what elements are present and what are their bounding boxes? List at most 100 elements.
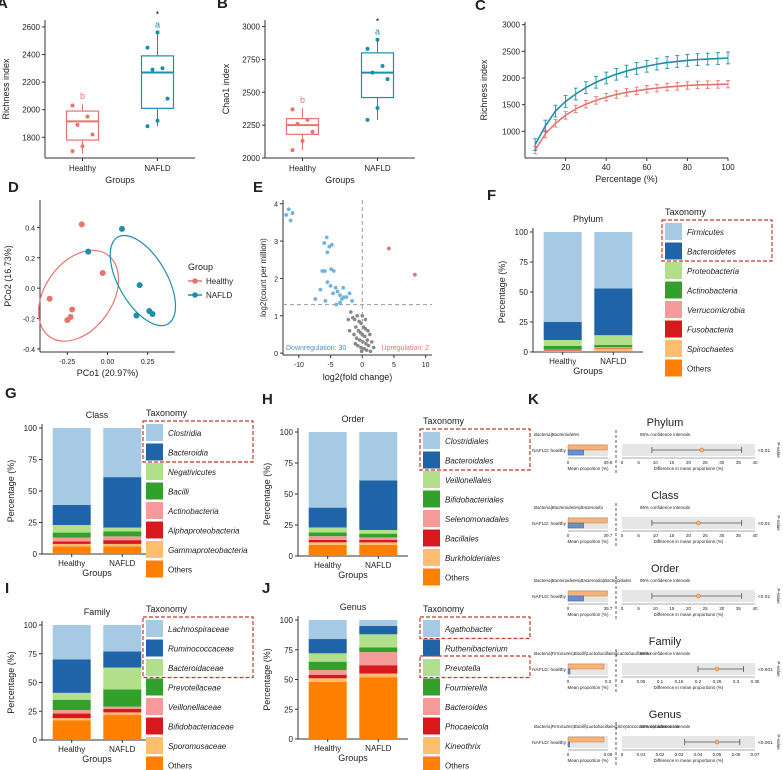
panel-i-legend-label: Ruminococcaceae	[168, 645, 234, 654]
panel-j-ytick-label: 100	[280, 616, 294, 625]
panel-k-class-right-tick: 35	[736, 533, 742, 538]
panel-f-bar-segment	[543, 232, 582, 322]
panel-f-bar-segment	[594, 350, 633, 352]
panel-j-bar-segment	[308, 639, 347, 654]
panel-e-xlabel: log2(fold change)	[323, 372, 393, 382]
panel-j-bar-segment	[359, 677, 398, 739]
panel-d-ytick-label: 0.2	[25, 256, 35, 263]
panel-k-genus-right-tick: 0.03	[675, 752, 684, 757]
panel-g-legend-label: Clostridia	[168, 429, 202, 438]
panel-g-bar-segment	[52, 532, 91, 538]
panel-e-point-ns	[352, 332, 356, 337]
panel-k-genus-left-tick-0: 0	[567, 752, 570, 757]
panel-h-legend-highlight-box	[419, 428, 531, 471]
panel-g-legend-swatch	[146, 443, 163, 461]
panel-g-bar-segment	[103, 531, 142, 537]
panel-h-bar-segment	[308, 527, 347, 533]
panel-a-point	[150, 67, 155, 72]
panel-h-xtick-label: Healthy	[314, 561, 341, 570]
panel-k-genus-right-tick: 0.06	[732, 752, 741, 757]
panel-f-legend-title: Taxonomy	[665, 207, 707, 217]
panel-h-bar-segment	[359, 539, 398, 543]
panel-k-phylum-right-tick: 40	[752, 460, 758, 465]
panel-e-point-down	[324, 235, 329, 240]
panel-f-title: Phylum	[573, 214, 603, 224]
panel-g-bar-segment	[103, 428, 142, 478]
panel-k-family-pvalue: <0.001	[758, 667, 773, 673]
panel-g-bar-segment	[103, 527, 142, 532]
panel-j-bar-segment	[308, 674, 347, 679]
panel-i-legend-highlight-box	[142, 616, 254, 679]
panel-k-family-left-xlabel: Mean proportion (%)	[567, 685, 609, 690]
panel-j-legend-highlight-box	[419, 616, 531, 640]
panel-k-phylum-right-tick: 10	[653, 460, 659, 465]
panel-i-bar-segment	[52, 710, 91, 714]
panel-e-point-down	[286, 207, 291, 212]
panel-c-xtick-label: 40	[602, 163, 611, 172]
panel-k-order-right-tick: 5	[637, 606, 640, 611]
panel-f-bar-segment	[543, 351, 582, 352]
panel-c-ytick-label: 3000	[502, 21, 520, 30]
panel-c-letter: C	[475, 0, 486, 14]
panel-f-xtick-label: Healthy	[549, 357, 576, 366]
panel-d-letter: D	[8, 179, 19, 196]
panel-d-point	[133, 312, 140, 319]
panel-h-ytick-label: 0	[289, 552, 294, 561]
panel-k-family-right-tick: 0.15	[675, 679, 684, 684]
panel-e-point-ns	[366, 343, 371, 348]
panel-k-family-left-tick-max: 0.3	[605, 679, 612, 684]
panel-a-ytick-label: 2600	[22, 23, 40, 32]
panel-k-genus-title: Genus	[649, 709, 682, 721]
panel-f-ytick-label: 0	[524, 348, 529, 357]
panel-b-ytick-label: 2500	[242, 88, 260, 97]
panel-k-class-ci-label: 95% confidence intervals	[640, 505, 691, 510]
panel-k-phylum-right-tick: 25	[703, 460, 709, 465]
panel-e-ytick-label: 4	[274, 202, 278, 209]
panel-e-point-down	[322, 241, 327, 245]
panel-f-legend-label: Bacteroidetes	[687, 248, 736, 257]
panel-i-ylabel: Percentage (%)	[6, 651, 16, 714]
panel-j-ylabel: Percentage (%)	[262, 648, 272, 711]
panel-h-legend-label: Bacteroidales	[445, 457, 493, 466]
panel-i-bar-segment	[52, 625, 91, 660]
panel-g-bar-segment	[52, 541, 91, 544]
panel-h-legend-swatch	[423, 451, 440, 469]
panel-i-legend-title: Taxonomy	[146, 604, 188, 614]
panel-i-legend-swatch	[146, 678, 163, 696]
panel-h-bar-segment	[308, 507, 347, 528]
panel-k-family-right-tick: 0.05	[637, 679, 646, 684]
panel-g-legend-label: Others	[168, 566, 192, 575]
panel-k-class-pvalue: <0.01	[758, 521, 770, 527]
panel-j-legend-swatch	[423, 717, 440, 735]
panel-k-phylum-left-tick-max: 39.8	[604, 460, 613, 465]
panel-i-xtick-label: Healthy	[58, 745, 85, 754]
panel-h-legend-label: Veillonellales	[445, 476, 491, 485]
panel-h-legend-label: Bifidobacteriales	[445, 496, 504, 505]
panel-a-xtick-label: NAFLD	[144, 164, 170, 173]
panel-g-legend-swatch	[146, 463, 163, 480]
panel-k-phylum-right-tick: 20	[686, 460, 692, 465]
panel-d-ytick-label: -0.4	[23, 347, 35, 354]
panel-f-legend-highlight-box	[661, 219, 773, 262]
panel-e-point-down	[335, 289, 340, 294]
panel-k-order-right-tick: 30	[719, 606, 725, 611]
panel-b-xtick-label: NAFLD	[364, 164, 390, 173]
panel-d-legend-marker	[192, 278, 198, 284]
panel-a-point	[145, 45, 150, 50]
panel-a-point	[155, 118, 160, 123]
panel-h-legend-label: Bacillales	[445, 535, 479, 544]
panel-k-order-estimate	[696, 593, 701, 599]
panel-k-order-left-tick-max: 39.7	[604, 606, 613, 611]
panel-g-bar-segment	[103, 536, 142, 541]
panel-b-ylabel: Chao1 index	[221, 63, 231, 114]
panel-g-xtick-label: NAFLD	[109, 559, 135, 568]
panel-b-ytick-label: 3000	[242, 23, 260, 32]
panel-e-point-ns	[352, 317, 357, 322]
panel-f-bar-segment	[594, 288, 633, 336]
panel-g-legend-label: Negativicutes	[168, 468, 216, 477]
panel-f-bar-segment	[543, 350, 582, 352]
panel-f-legend-swatch	[665, 359, 682, 377]
panel-f-bar-segment	[594, 348, 633, 351]
panel-e-point-down	[334, 302, 339, 307]
panel-g-legend-label: Bacilli	[168, 488, 189, 497]
